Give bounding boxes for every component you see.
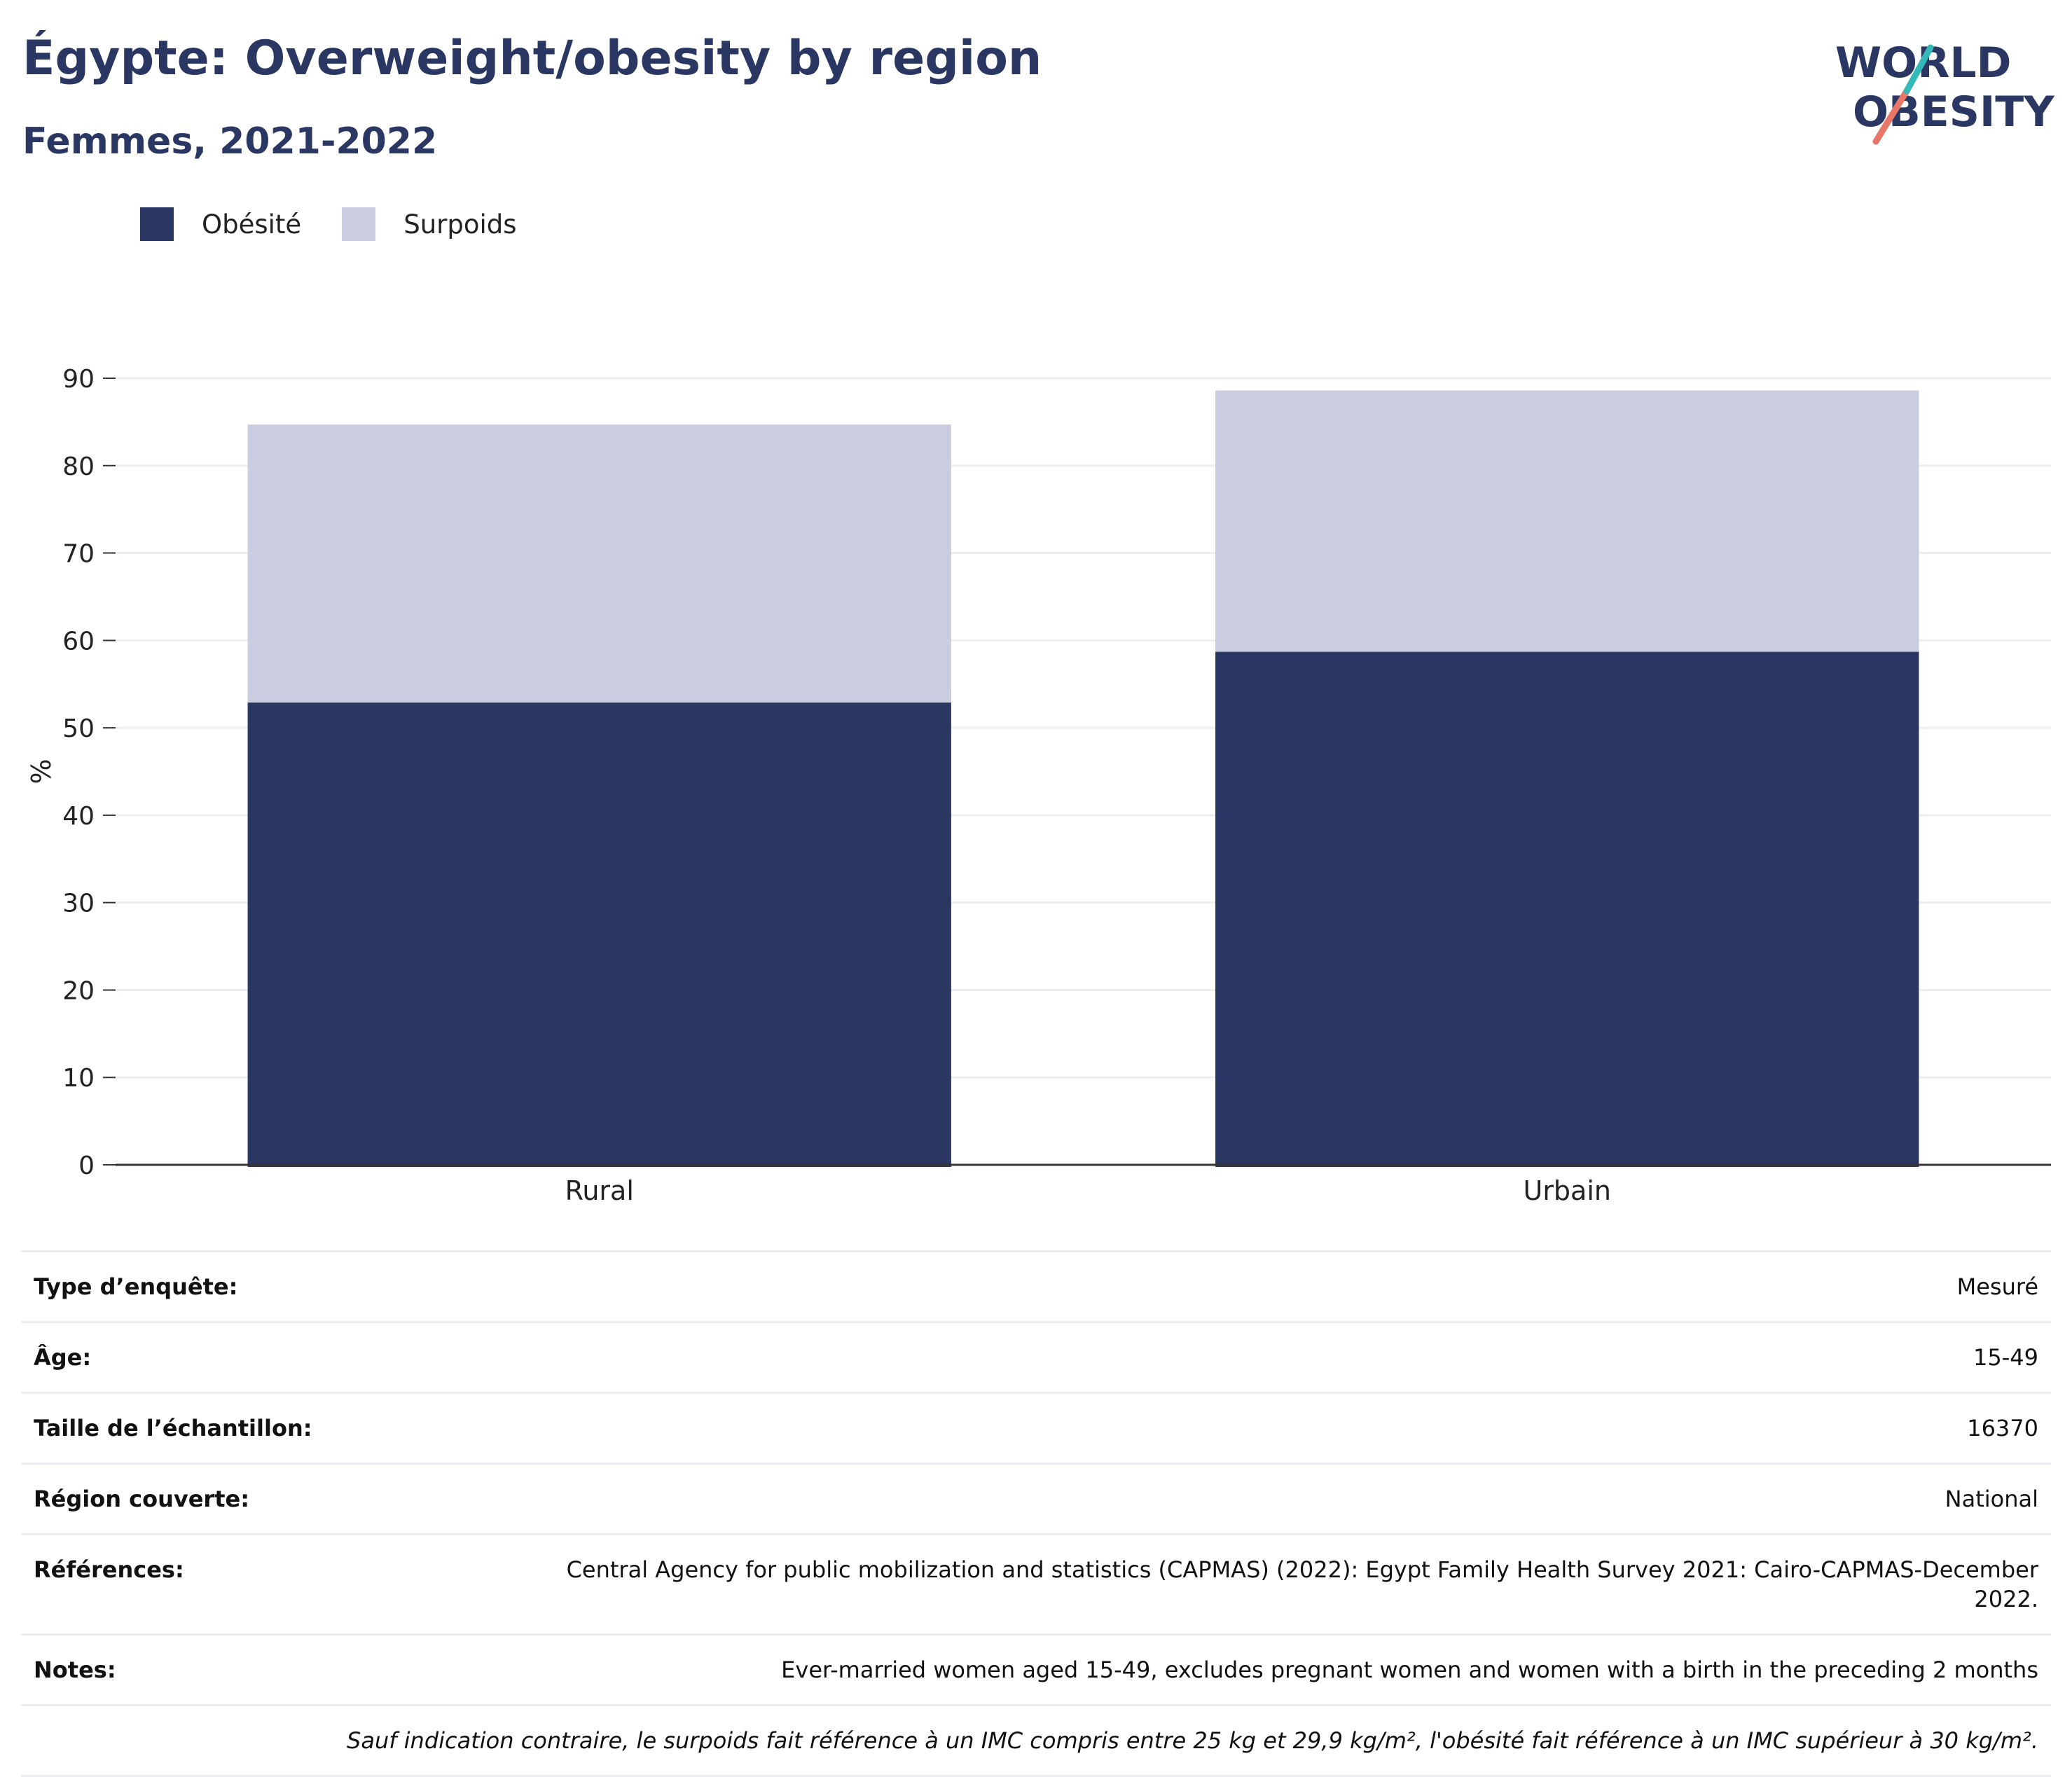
meta-row-region: Région couverte: National <box>21 1465 2051 1535</box>
legend-label-surpoids: Surpoids <box>403 209 517 240</box>
y-axis-label: % <box>26 759 57 784</box>
footnote: Sauf indication contraire, le surpoids f… <box>21 1706 2051 1777</box>
legend-swatch-surpoids <box>342 207 376 241</box>
meta-value: 16370 <box>1967 1415 2038 1441</box>
legend: Obésité Surpoids <box>140 207 558 241</box>
meta-key: Région couverte: <box>34 1486 249 1512</box>
y-tick-label: 0 <box>78 1152 95 1180</box>
bar-surpoids-urbain <box>1215 390 1919 652</box>
y-tick-label: 70 <box>62 540 95 569</box>
bar-chart: 0 10 20 30 40 50 60 70 80 90% Rural Urbain <box>26 365 2051 1206</box>
y-tick-label: 60 <box>62 627 95 656</box>
meta-value: National <box>1945 1486 2038 1512</box>
meta-value: 15-49 <box>1973 1344 2038 1371</box>
y-tick-label: 90 <box>62 365 95 394</box>
meta-key: Âge: <box>34 1344 92 1371</box>
x-tick-label: Rural <box>565 1175 634 1206</box>
x-tick-label: Urbain <box>1524 1175 1612 1206</box>
meta-row-notes: Notes: Ever-married women aged 15-49, ex… <box>21 1636 2051 1706</box>
meta-row-references: Références: Central Agency for public mo… <box>21 1535 2051 1636</box>
y-tick-label: 20 <box>62 976 95 1005</box>
bar-obésité-rural <box>247 702 951 1167</box>
chart-title: Égypte: Overweight/obesity by region <box>22 31 1042 86</box>
y-tick-label: 30 <box>62 890 95 918</box>
logo-slash-teal <box>1903 44 1934 95</box>
legend-label-obesite: Obésité <box>202 209 302 240</box>
y-tick-label: 10 <box>62 1064 95 1093</box>
legend-item-surpoids[interactable]: Surpoids <box>342 207 517 241</box>
chart-subtitle: Femmes, 2021-2022 <box>22 120 438 163</box>
meta-value: Mesuré <box>1956 1273 2038 1300</box>
meta-row-sample-size: Taille de l’échantillon: 16370 <box>21 1394 2051 1465</box>
meta-row-survey-type: Type d’enquête: Mesuré <box>21 1252 2051 1323</box>
world-obesity-logo: WORLD OBESITY <box>1835 39 2055 145</box>
meta-key: Notes: <box>34 1657 116 1683</box>
metadata-table: Type d’enquête: Mesuré Âge: 15-49 Taille… <box>21 1250 2051 1777</box>
y-tick-label: 50 <box>62 714 95 743</box>
meta-key: Taille de l’échantillon: <box>34 1415 312 1441</box>
meta-value: Ever-married women aged 15-49, excludes … <box>781 1657 2038 1683</box>
meta-value: Central Agency for public mobilization a… <box>566 1556 2038 1612</box>
meta-key: Références: <box>34 1556 184 1583</box>
bar-obésité-urbain <box>1215 651 1919 1167</box>
meta-row-age: Âge: 15-49 <box>21 1323 2051 1394</box>
bar-surpoids-rural <box>247 424 951 703</box>
y-tick-label: 80 <box>62 452 95 481</box>
legend-swatch-obesite <box>140 207 174 241</box>
y-tick-label: 40 <box>62 802 95 831</box>
logo-slash-red <box>1872 88 1910 145</box>
legend-item-obesite[interactable]: Obésité <box>140 207 301 241</box>
meta-key: Type d’enquête: <box>34 1273 238 1300</box>
